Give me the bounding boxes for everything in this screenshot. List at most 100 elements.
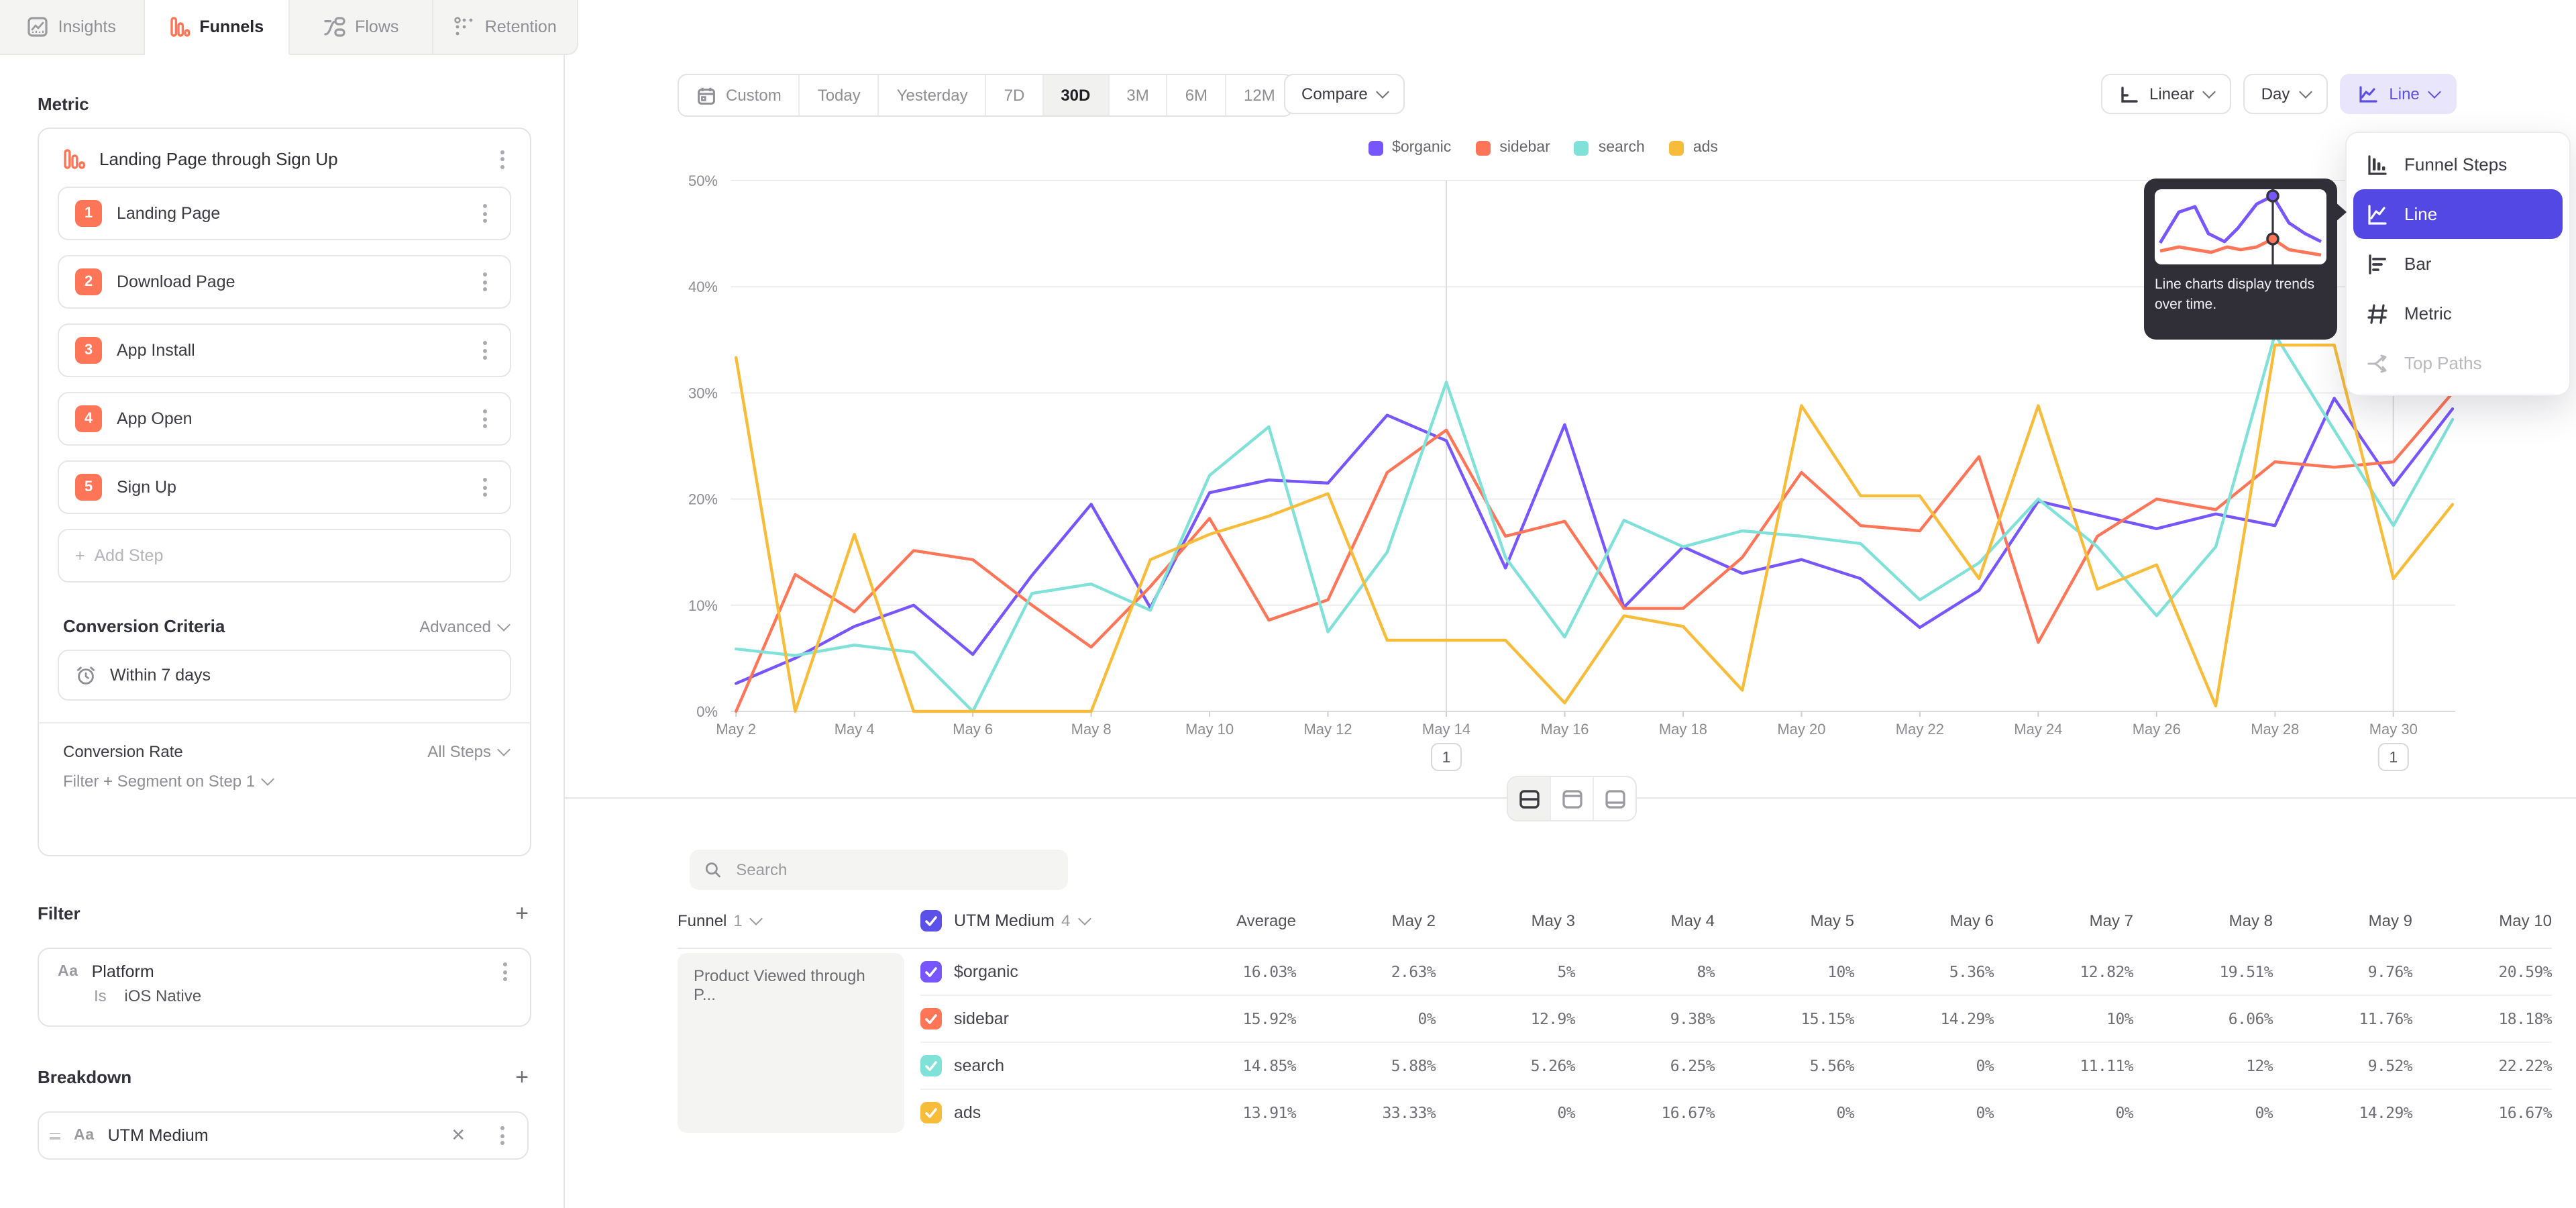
menu-item-metric[interactable]: Metric [2353, 289, 2563, 338]
funnel-kebab-menu[interactable] [492, 150, 511, 168]
table-cell-value: 14.29% [1854, 995, 1994, 1042]
funnel-name-cell[interactable]: Product Viewed through P... [678, 949, 920, 1136]
breakdown-card[interactable]: Aa UTM Medium ✕ [38, 1111, 529, 1160]
funnels-analytics-app: 0%10%20%30%40%50%May 2May 4May 6May 8May… [0, 0, 2576, 1208]
table-row-series[interactable]: search [920, 1042, 1162, 1089]
legend-item-search[interactable]: search [1574, 140, 1645, 156]
svg-text:40%: 40% [688, 279, 718, 295]
column-header[interactable]: May 7 [1994, 894, 2133, 949]
legend-swatch [1475, 140, 1490, 155]
add-filter-button[interactable]: + [515, 902, 529, 925]
column-header[interactable]: May 10 [2412, 894, 2552, 949]
tab-flows[interactable]: Flows [289, 0, 434, 54]
menu-item-bar[interactable]: Bar [2353, 239, 2563, 289]
column-header[interactable]: May 6 [1854, 894, 1994, 949]
step-kebab-menu[interactable] [475, 204, 494, 223]
drag-handle-icon[interactable] [50, 1132, 60, 1139]
legend-item-ads[interactable]: ads [1669, 140, 1718, 156]
filter-kebab-menu[interactable] [495, 962, 514, 981]
step-kebab-menu[interactable] [475, 272, 494, 291]
funnel-step-2[interactable]: 2 Download Page [58, 255, 511, 309]
filter-value[interactable]: iOS Native [124, 987, 201, 1005]
funnel-steps-list: 1 Landing Page 2 Download Page 3 App Ins… [39, 181, 530, 583]
svg-text:May 16: May 16 [1540, 721, 1589, 738]
column-header[interactable]: May 4 [1575, 894, 1715, 949]
tab-funnels[interactable]: Funnels [145, 0, 290, 55]
funnel-step-1[interactable]: 1 Landing Page [58, 187, 511, 240]
svg-text:May 10: May 10 [1185, 721, 1234, 738]
layout-split-button[interactable] [1508, 777, 1551, 820]
filter-operator[interactable]: Is [94, 987, 107, 1005]
step-label: Landing Page [117, 204, 460, 223]
breakdown-kebab-menu[interactable] [492, 1126, 511, 1145]
step-kebab-menu[interactable] [475, 478, 494, 497]
column-header[interactable]: May 5 [1715, 894, 1854, 949]
column-header[interactable]: May 9 [2273, 894, 2412, 949]
filter-segment-dropdown[interactable]: Filter + Segment on Step 1 [63, 772, 272, 791]
series-name: $organic [954, 962, 1018, 981]
svg-text:May 2: May 2 [716, 721, 756, 738]
legend-item-organic[interactable]: $organic [1368, 140, 1451, 156]
breakdown-column-header[interactable]: UTM Medium4 [920, 894, 1162, 949]
tab-retention[interactable]: Retention [434, 0, 578, 54]
svg-text:May 8: May 8 [1071, 721, 1112, 738]
funnel-title: Landing Page through Sign Up [99, 149, 479, 169]
table-cell-value: 33.33% [1296, 1089, 1436, 1136]
menu-item-funnel-steps[interactable]: Funnel Steps [2353, 140, 2563, 189]
layout-table-only-button[interactable] [1594, 777, 1635, 820]
series-checkbox[interactable] [920, 1102, 942, 1123]
advanced-dropdown[interactable]: Advanced [419, 617, 508, 636]
filter-card[interactable]: Aa Platform Is iOS Native [38, 948, 531, 1027]
table-cell-value: 0% [1296, 995, 1436, 1042]
series-checkbox[interactable] [920, 961, 942, 983]
series-checkbox[interactable] [920, 1008, 942, 1029]
svg-text:1: 1 [2389, 748, 2398, 766]
table-row-series[interactable]: ads [920, 1089, 1162, 1136]
average-value: 16.03% [1162, 949, 1296, 995]
step-kebab-menu[interactable] [475, 409, 494, 428]
funnel-step-5[interactable]: 5 Sign Up [58, 460, 511, 514]
remove-breakdown-icon[interactable]: ✕ [451, 1125, 466, 1146]
step-kebab-menu[interactable] [475, 341, 494, 360]
layout-chart-only-button[interactable] [1551, 777, 1594, 820]
conversion-rate-scope-dropdown[interactable]: All Steps [427, 742, 508, 761]
series-name: ads [954, 1103, 981, 1122]
column-header[interactable]: Average [1162, 894, 1296, 949]
add-step-button[interactable]: + Add Step [58, 529, 511, 583]
series-checkbox[interactable] [920, 910, 942, 932]
breakdown-section-label: Breakdown [38, 1067, 131, 1087]
legend-swatch [1574, 140, 1589, 155]
step-number-badge: 2 [75, 268, 102, 295]
table-cell-value: 14.29% [2273, 1089, 2412, 1136]
svg-text:May 30: May 30 [2369, 721, 2418, 738]
tab-insights[interactable]: Insights [0, 0, 145, 54]
funnel-step-4[interactable]: 4 App Open [58, 392, 511, 446]
funnel-step-3[interactable]: 3 App Install [58, 323, 511, 377]
column-header[interactable]: May 2 [1296, 894, 1436, 949]
series-name: sidebar [954, 1009, 1009, 1028]
legend-item-sidebar[interactable]: sidebar [1475, 140, 1550, 156]
table-cell-value: 6.25% [1575, 1042, 1715, 1089]
column-header[interactable]: May 8 [2133, 894, 2273, 949]
funnel-column-header[interactable]: Funnel1 [678, 894, 920, 949]
menu-item-label: Funnel Steps [2404, 154, 2507, 174]
menu-item-line[interactable]: Line [2353, 189, 2563, 239]
insights-icon [28, 16, 49, 38]
conversion-window-row[interactable]: Within 7 days [58, 650, 511, 701]
svg-text:1: 1 [1442, 748, 1451, 766]
legend-label: ads [1693, 140, 1718, 156]
svg-text:20%: 20% [688, 491, 718, 508]
column-header[interactable]: May 3 [1436, 894, 1575, 949]
tab-label: Flows [355, 17, 398, 36]
funnel-metric-icon [63, 148, 86, 170]
series-checkbox[interactable] [920, 1055, 942, 1076]
table-cell-value: 12.9% [1436, 995, 1575, 1042]
svg-text:0%: 0% [696, 703, 718, 720]
funnel-name: Product Viewed through P... [678, 953, 904, 1133]
table-cell-value: 5% [1436, 949, 1575, 995]
menu-item-label: Metric [2404, 303, 2452, 323]
add-breakdown-button[interactable]: + [515, 1066, 529, 1089]
table-row-series[interactable]: sidebar [920, 995, 1162, 1042]
svg-text:May 12: May 12 [1303, 721, 1352, 738]
table-row-series[interactable]: $organic [920, 949, 1162, 995]
